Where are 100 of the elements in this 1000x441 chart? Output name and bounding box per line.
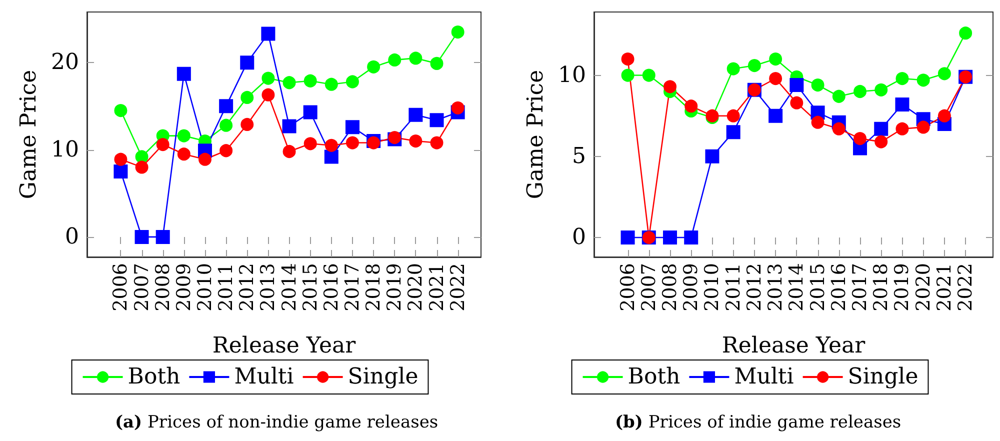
- legend-label: Multi: [234, 364, 294, 390]
- point: [156, 138, 170, 152]
- point: [388, 53, 402, 66]
- x-tick-label: 2008: [659, 263, 681, 312]
- point: [262, 72, 275, 85]
- point: [811, 78, 824, 92]
- y-axis-title: Game Price: [16, 70, 42, 200]
- y-tick-label: 0: [65, 224, 79, 250]
- point: [663, 230, 677, 245]
- point: [874, 135, 888, 148]
- x-axis-title: Release Year: [212, 334, 356, 358]
- point: [664, 80, 676, 94]
- point: [790, 96, 804, 110]
- point: [176, 66, 191, 81]
- point: [177, 148, 190, 161]
- point: [262, 88, 275, 102]
- point: [240, 56, 254, 70]
- x-tick-label: 2010: [701, 263, 724, 312]
- x-tick-label: 2015: [806, 263, 829, 312]
- point: [261, 26, 276, 41]
- point: [959, 26, 972, 40]
- point: [114, 152, 128, 166]
- x-tick-label: 2019: [384, 263, 406, 312]
- point: [345, 120, 360, 134]
- point: [220, 118, 233, 132]
- point: [790, 78, 804, 92]
- x-tick-label: 2016: [320, 263, 342, 312]
- point: [769, 72, 782, 86]
- point: [621, 52, 634, 66]
- y-axis-title: Game Price: [524, 70, 549, 200]
- y-tick-label: 10: [558, 62, 586, 88]
- point: [408, 108, 423, 122]
- point: [324, 150, 338, 164]
- x-tick-label: 2010: [194, 263, 216, 312]
- x-tick-label: 2017: [849, 263, 871, 312]
- x-tick-label: 2020: [404, 263, 427, 312]
- point: [303, 105, 318, 120]
- point: [114, 104, 128, 118]
- point: [282, 119, 296, 134]
- point: [324, 78, 338, 91]
- point: [220, 144, 233, 158]
- point: [769, 52, 782, 66]
- point: [896, 122, 909, 136]
- point: [451, 26, 464, 39]
- x-tick-label: 2013: [257, 263, 280, 312]
- point: [832, 90, 846, 103]
- y-tick-label: 5: [572, 144, 586, 169]
- point: [430, 136, 444, 150]
- legend-label: Both: [128, 364, 180, 390]
- legend-label: Multi: [734, 364, 794, 390]
- point: [282, 76, 296, 90]
- point: [938, 67, 951, 80]
- point: [854, 132, 866, 146]
- x-tick-label: 2022: [954, 263, 977, 312]
- x-tick-label: 2022: [446, 263, 469, 312]
- point: [684, 100, 698, 113]
- point: [896, 72, 909, 86]
- x-tick-label: 2009: [680, 263, 702, 312]
- point: [134, 230, 149, 244]
- point: [367, 60, 380, 74]
- text: (a) Prices of non-indie game releases: [115, 412, 438, 432]
- x-tick-label: 2016: [828, 263, 850, 312]
- point: [430, 56, 444, 70]
- x-tick-label: 2014: [278, 263, 300, 312]
- point: [684, 230, 698, 245]
- x-tick-label: 2007: [638, 263, 660, 312]
- point: [304, 74, 317, 88]
- x-tick-label: 2007: [130, 263, 153, 312]
- x-tick-label: 2018: [870, 263, 892, 312]
- y-tick-label: 0: [572, 225, 586, 250]
- point: [748, 59, 761, 72]
- x-tick-label: 2008: [152, 263, 174, 312]
- point: [219, 99, 234, 114]
- point: [409, 134, 422, 148]
- x-tick-label: 2018: [362, 263, 385, 312]
- x-tick-label: 2014: [786, 263, 808, 312]
- y-tick-label: 10: [51, 137, 79, 162]
- x-tick-label: 2017: [341, 263, 364, 312]
- point: [621, 68, 634, 82]
- x-tick-label: 2009: [172, 263, 195, 312]
- y-tick-label: 20: [51, 50, 79, 76]
- x-tick-label: 2019: [891, 263, 914, 312]
- point: [938, 109, 951, 122]
- point: [198, 152, 212, 166]
- point: [642, 68, 656, 82]
- text: (b) Prices of indie game releases: [615, 412, 902, 432]
- x-tick-label: 2012: [743, 263, 766, 312]
- point: [726, 62, 740, 76]
- point: [705, 149, 720, 164]
- point: [282, 145, 296, 158]
- x-tick-label: 2006: [616, 263, 639, 312]
- point: [895, 97, 910, 112]
- point: [304, 137, 317, 150]
- legend-label: Both: [628, 364, 680, 390]
- point: [430, 113, 444, 128]
- x-axis-title: Release Year: [722, 334, 866, 358]
- x-tick-label: 2012: [236, 263, 258, 312]
- point: [135, 150, 148, 164]
- point: [240, 118, 254, 131]
- x-tick-label: 2011: [215, 263, 238, 312]
